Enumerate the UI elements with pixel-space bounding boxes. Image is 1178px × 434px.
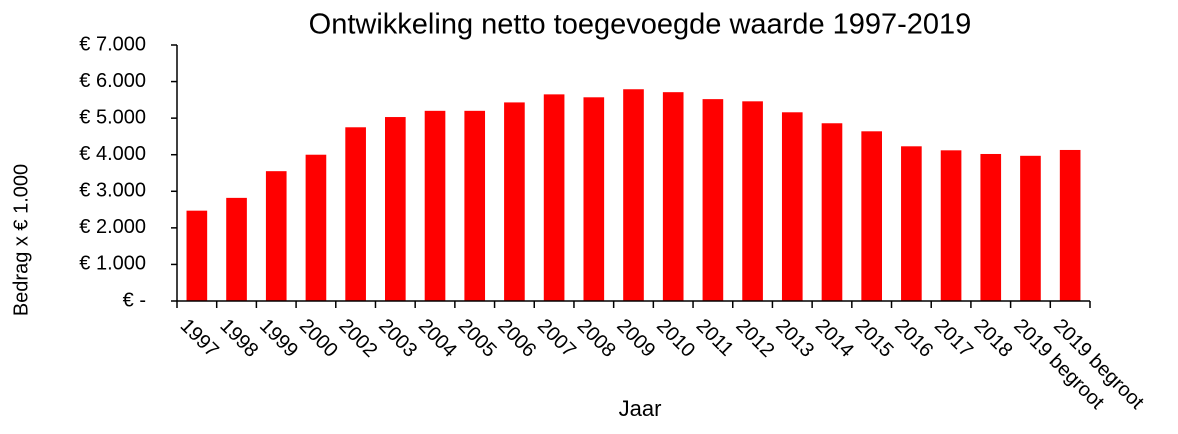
y-tick-label: € - xyxy=(123,289,146,311)
bar xyxy=(901,146,922,301)
x-tick-label: 2007 xyxy=(533,315,580,362)
bar xyxy=(345,127,366,302)
bar xyxy=(702,99,724,301)
bar xyxy=(385,117,406,301)
x-tick-label: 1999 xyxy=(255,315,302,362)
bar xyxy=(742,101,763,301)
y-tick-label: € 3.000 xyxy=(79,180,146,202)
bar xyxy=(464,110,486,301)
bar xyxy=(662,92,684,301)
y-tick-label: € 6.000 xyxy=(79,70,146,92)
x-tick-label: 2013 xyxy=(771,315,818,362)
bar xyxy=(186,210,208,301)
x-tick-label: 2010 xyxy=(652,315,699,362)
x-tick-label: 2014 xyxy=(811,315,858,362)
x-tick-label: 2009 xyxy=(612,315,659,362)
bar xyxy=(623,89,644,301)
bar xyxy=(226,197,247,301)
bar xyxy=(265,171,287,301)
x-tick-label: 2000 xyxy=(295,315,342,362)
x-tick-label: 2011 xyxy=(692,315,738,361)
bar xyxy=(781,112,803,301)
bar xyxy=(583,97,605,301)
x-tick-label: 2015 xyxy=(851,315,898,362)
y-tick-label: € 7.000 xyxy=(79,33,146,55)
y-axis-title: Bedrag x € 1.000 xyxy=(10,164,32,316)
x-tick-label: 2008 xyxy=(573,315,620,362)
bar xyxy=(1020,155,1041,301)
bar xyxy=(861,131,882,301)
x-tick-label: 2006 xyxy=(493,315,540,362)
x-tick-label: 2005 xyxy=(454,315,501,362)
x-tick-label: 2016 xyxy=(890,315,937,362)
x-tick-label: 2004 xyxy=(414,315,461,362)
x-tick-label: 2018 xyxy=(970,315,1017,362)
bar xyxy=(424,110,446,301)
y-tick-label: € 5.000 xyxy=(79,106,146,128)
bar xyxy=(1059,149,1081,301)
y-tick-label: € 1.000 xyxy=(79,253,146,275)
bar xyxy=(504,102,525,301)
x-tick-label: 2002 xyxy=(335,315,382,362)
y-tick-label: € 4.000 xyxy=(79,143,146,165)
x-axis-title: Jaar xyxy=(619,396,662,421)
bar xyxy=(980,153,1002,301)
x-tick-label: 2017 xyxy=(930,315,977,362)
x-tick-label: 2012 xyxy=(731,315,778,362)
bar xyxy=(821,123,843,302)
x-tick-label: 1997 xyxy=(176,315,223,362)
bar xyxy=(305,154,327,301)
y-tick-label: € 2.000 xyxy=(79,216,146,238)
bar xyxy=(940,150,962,301)
x-tick-label: 1998 xyxy=(215,315,262,362)
x-tick-label: 2003 xyxy=(374,315,421,362)
bar xyxy=(543,94,565,301)
chart-title: Ontwikkeling netto toegevoegde waarde 19… xyxy=(309,9,972,41)
